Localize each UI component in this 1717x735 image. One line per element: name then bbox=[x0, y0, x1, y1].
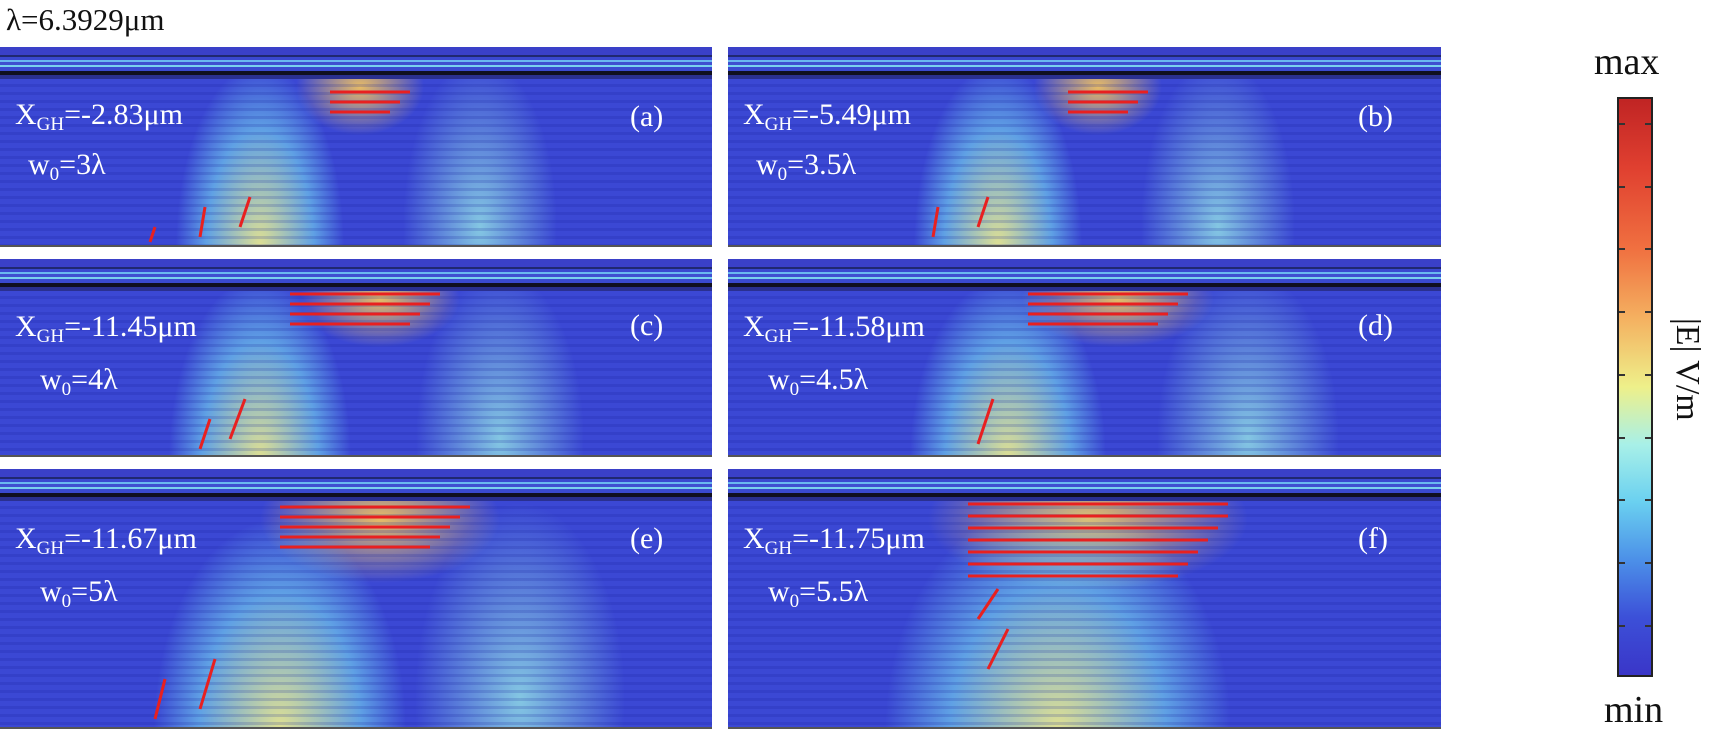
w0-label: w0=4.5λ bbox=[768, 363, 869, 400]
panel-c: XGH=-11.45μm w0=4λ (c) bbox=[0, 259, 712, 457]
panel-d: XGH=-11.58μm w0=4.5λ (d) bbox=[728, 259, 1441, 457]
xgh-label: XGH=-11.58μm bbox=[743, 310, 925, 347]
panel-b: XGH=-5.49μm w0=3.5λ (b) bbox=[728, 47, 1441, 247]
panel-label: (a) bbox=[630, 100, 664, 133]
w0-label: w0=5.5λ bbox=[768, 575, 869, 612]
colorbar-max-label: max bbox=[1594, 41, 1660, 83]
xgh-label: XGH=-5.49μm bbox=[743, 98, 911, 135]
xgh-label: XGH=-11.45μm bbox=[15, 310, 197, 347]
field-arrows bbox=[976, 292, 1188, 445]
xgh-label: XGH=-11.67μm bbox=[15, 522, 197, 559]
xgh-label: XGH=-2.83μm bbox=[15, 98, 183, 135]
panel-f: XGH=-11.75μm w0=5.5λ (f) bbox=[728, 469, 1441, 729]
xgh-label: XGH=-11.75μm bbox=[743, 522, 925, 559]
colorbar-min-label: min bbox=[1604, 689, 1664, 731]
w0-label: w0=3.5λ bbox=[756, 148, 857, 185]
colorbar bbox=[1617, 97, 1653, 677]
field-arrows bbox=[931, 90, 1148, 238]
figure-title: λ=6.3929μm bbox=[6, 2, 165, 37]
field-arrows bbox=[198, 292, 440, 450]
panel-label: (c) bbox=[630, 309, 664, 342]
panel-label: (b) bbox=[1358, 100, 1393, 133]
w0-label: w0=4λ bbox=[40, 363, 118, 400]
field-arrows bbox=[968, 502, 1228, 670]
field-arrows bbox=[148, 90, 410, 243]
w0-label: w0=3λ bbox=[28, 148, 106, 185]
panel-a: XGH=-2.83μm w0=3λ (a) bbox=[0, 47, 712, 247]
panel-label: (d) bbox=[1358, 309, 1393, 342]
panel-label: (f) bbox=[1358, 522, 1388, 555]
colorbar-quantity-label: |E| V/m bbox=[1669, 318, 1706, 421]
panel-label: (e) bbox=[630, 522, 664, 555]
field-arrows bbox=[153, 505, 470, 720]
panel-e: XGH=-11.67μm w0=5λ (e) bbox=[0, 469, 712, 729]
w0-label: w0=5λ bbox=[40, 575, 118, 612]
